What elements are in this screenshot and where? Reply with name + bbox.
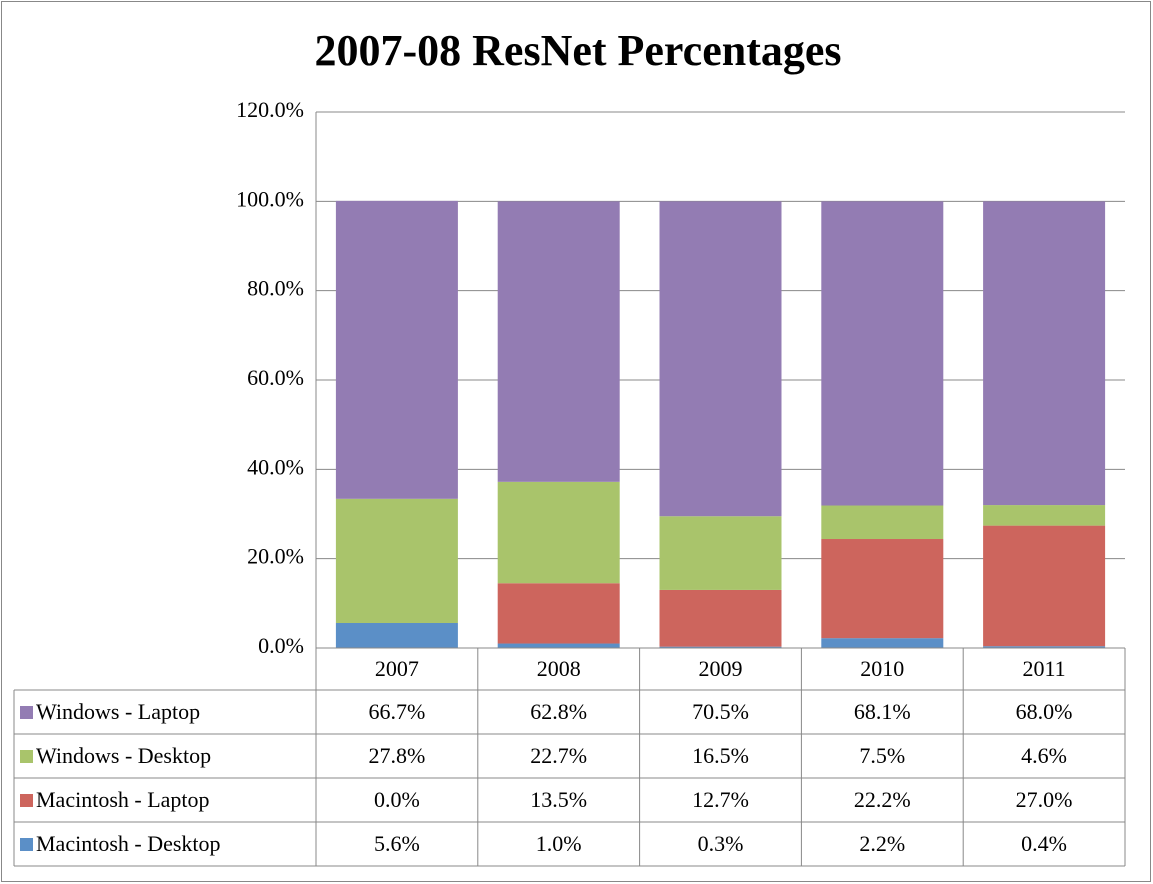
bar-segment bbox=[821, 505, 944, 540]
bar-segment bbox=[821, 638, 944, 648]
bar-segment bbox=[659, 589, 782, 647]
table-value: 27.0% bbox=[1016, 787, 1073, 812]
bar-segment bbox=[983, 201, 1106, 506]
bar-segment bbox=[335, 498, 458, 623]
legend-label: Macintosh - Laptop bbox=[36, 787, 210, 812]
table-value: 2.2% bbox=[859, 831, 905, 856]
table-value: 4.6% bbox=[1021, 743, 1067, 768]
table-value: 16.5% bbox=[692, 743, 749, 768]
legend-label: Macintosh - Desktop bbox=[36, 831, 221, 856]
table-value: 1.0% bbox=[536, 831, 582, 856]
table-value: 0.4% bbox=[1021, 831, 1067, 856]
table-value: 12.7% bbox=[692, 787, 749, 812]
bar-segment bbox=[497, 583, 620, 644]
bar-segment bbox=[983, 646, 1106, 648]
table-value: 22.7% bbox=[530, 743, 587, 768]
x-tick-label: 2011 bbox=[1023, 656, 1066, 681]
bar-segment bbox=[821, 539, 944, 639]
y-tick-label: 60.0% bbox=[247, 365, 304, 390]
table-value: 0.0% bbox=[374, 787, 420, 812]
x-tick-label: 2009 bbox=[699, 656, 743, 681]
y-tick-label: 120.0% bbox=[236, 97, 304, 122]
legend-label: Windows - Desktop bbox=[36, 743, 211, 768]
legend-label: Windows - Laptop bbox=[36, 699, 200, 724]
y-tick-label: 20.0% bbox=[247, 544, 304, 569]
bar-segment bbox=[497, 481, 620, 584]
table-value: 22.2% bbox=[854, 787, 911, 812]
bar-segment bbox=[335, 622, 458, 648]
table-value: 5.6% bbox=[374, 831, 420, 856]
bar-segment bbox=[983, 505, 1106, 526]
legend-swatch bbox=[20, 838, 33, 851]
bar-segment bbox=[983, 525, 1106, 647]
legend-swatch bbox=[20, 750, 33, 763]
table-value: 0.3% bbox=[698, 831, 744, 856]
x-tick-label: 2007 bbox=[375, 656, 419, 681]
y-tick-label: 40.0% bbox=[247, 454, 304, 479]
chart-title: 2007-08 ResNet Percentages bbox=[314, 26, 841, 75]
table-value: 68.0% bbox=[1016, 699, 1073, 724]
bar-segment bbox=[659, 201, 782, 517]
y-tick-label: 0.0% bbox=[258, 633, 304, 658]
legend-swatch bbox=[20, 706, 33, 719]
bar-segment bbox=[659, 516, 782, 590]
table-value: 66.7% bbox=[368, 699, 425, 724]
y-tick-label: 100.0% bbox=[236, 186, 304, 211]
x-tick-label: 2008 bbox=[537, 656, 581, 681]
bar-segment bbox=[497, 201, 620, 482]
legend-swatch bbox=[20, 794, 33, 807]
bar-segment bbox=[821, 201, 944, 506]
bar-segment bbox=[497, 643, 620, 648]
y-tick-label: 80.0% bbox=[247, 276, 304, 301]
table-value: 13.5% bbox=[530, 787, 587, 812]
table-value: 27.8% bbox=[368, 743, 425, 768]
bar-segment bbox=[659, 646, 782, 648]
table-value: 68.1% bbox=[854, 699, 911, 724]
table-value: 70.5% bbox=[692, 699, 749, 724]
x-tick-label: 2010 bbox=[860, 656, 904, 681]
bar-segment bbox=[335, 200, 458, 499]
table-value: 62.8% bbox=[530, 699, 587, 724]
table-value: 7.5% bbox=[859, 743, 905, 768]
